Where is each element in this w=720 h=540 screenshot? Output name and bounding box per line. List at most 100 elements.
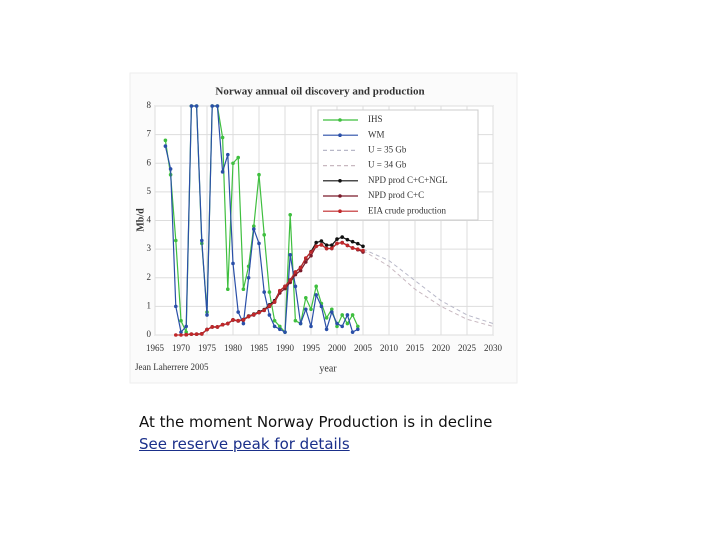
data-point bbox=[236, 310, 240, 314]
data-point bbox=[215, 325, 220, 329]
data-point bbox=[350, 239, 355, 244]
data-point bbox=[241, 318, 246, 322]
x-tick-label: 1965 bbox=[146, 343, 165, 353]
data-point bbox=[324, 243, 329, 247]
data-point bbox=[283, 330, 287, 334]
data-point bbox=[350, 313, 355, 317]
y-tick-label: 3 bbox=[147, 243, 152, 253]
data-point bbox=[210, 104, 214, 108]
data-point bbox=[340, 324, 345, 329]
y-tick-label: 6 bbox=[147, 157, 152, 167]
data-point bbox=[231, 161, 235, 166]
series-line bbox=[164, 105, 359, 334]
data-point bbox=[241, 321, 246, 326]
data-point bbox=[163, 138, 168, 143]
data-point bbox=[330, 307, 334, 312]
data-point bbox=[293, 270, 298, 274]
data-point bbox=[330, 243, 334, 247]
data-point bbox=[246, 275, 251, 280]
series-line bbox=[362, 250, 494, 327]
x-axis-label: year bbox=[319, 363, 337, 374]
legend-marker bbox=[338, 179, 342, 183]
data-point bbox=[262, 290, 267, 294]
data-point bbox=[252, 224, 256, 229]
x-tick-label: 1995 bbox=[302, 343, 321, 353]
data-point bbox=[340, 241, 345, 245]
y-tick-label: 2 bbox=[147, 272, 152, 282]
data-point bbox=[194, 332, 199, 336]
data-point bbox=[205, 327, 209, 332]
data-point bbox=[189, 332, 194, 336]
data-point bbox=[324, 246, 329, 251]
data-point bbox=[304, 260, 308, 264]
data-point bbox=[267, 304, 272, 308]
legend-label: IHS bbox=[368, 114, 383, 124]
x-tick-label: 2000 bbox=[328, 343, 347, 353]
x-tick-label: 1990 bbox=[276, 343, 295, 353]
x-tick-label: 2020 bbox=[432, 343, 451, 353]
legend-label: U = 35 Gb bbox=[368, 144, 407, 154]
data-point bbox=[319, 304, 324, 309]
data-point bbox=[272, 318, 277, 323]
data-point bbox=[184, 332, 188, 337]
data-point bbox=[215, 104, 220, 108]
data-point bbox=[236, 318, 240, 323]
data-point bbox=[278, 324, 282, 329]
legend-label: U = 34 Gb bbox=[368, 160, 407, 170]
data-point bbox=[189, 104, 194, 108]
x-tick-label: 2015 bbox=[406, 343, 425, 353]
credit: Jean Laherrere 2005 bbox=[135, 362, 209, 372]
y-tick-label: 4 bbox=[147, 215, 152, 225]
data-point bbox=[257, 310, 261, 315]
data-point bbox=[304, 256, 308, 260]
y-tick-label: 8 bbox=[147, 100, 152, 110]
data-point bbox=[174, 238, 178, 243]
data-point bbox=[335, 321, 339, 326]
data-point bbox=[278, 327, 282, 332]
data-point bbox=[252, 312, 256, 317]
caption: At the moment Norway Production is in de… bbox=[139, 413, 493, 431]
data-point bbox=[293, 284, 298, 289]
data-point bbox=[288, 212, 293, 217]
data-point bbox=[314, 293, 319, 297]
data-point bbox=[184, 330, 188, 334]
data-point bbox=[324, 327, 329, 332]
data-point bbox=[200, 332, 204, 336]
data-point bbox=[252, 227, 256, 231]
data-point bbox=[309, 324, 313, 329]
x-tick-label: 2010 bbox=[380, 343, 399, 353]
data-point bbox=[262, 308, 267, 312]
data-point bbox=[335, 241, 339, 246]
legend-label: NPD prod C+C+NGL bbox=[368, 175, 448, 185]
data-point bbox=[319, 239, 324, 243]
data-point bbox=[241, 287, 246, 292]
data-point bbox=[356, 327, 360, 332]
y-axis-label: Mb/d bbox=[135, 208, 146, 232]
y-tick-label: 0 bbox=[147, 329, 152, 339]
data-point bbox=[184, 324, 188, 329]
data-point bbox=[356, 241, 360, 246]
data-point bbox=[267, 290, 272, 294]
data-point bbox=[350, 330, 355, 334]
legend-label: EIA crude production bbox=[368, 205, 446, 215]
data-point bbox=[314, 240, 319, 245]
legend-marker bbox=[338, 209, 342, 213]
chart-title: Norway annual oil discovery and producti… bbox=[215, 86, 424, 98]
data-point bbox=[200, 238, 204, 243]
data-point bbox=[345, 313, 350, 317]
data-point bbox=[278, 288, 282, 293]
data-point bbox=[283, 284, 287, 289]
data-point bbox=[179, 330, 183, 334]
data-point bbox=[194, 104, 199, 108]
data-point bbox=[324, 316, 329, 320]
data-point bbox=[361, 248, 365, 253]
x-tick-label: 2030 bbox=[484, 343, 503, 353]
data-point bbox=[288, 253, 293, 257]
data-point bbox=[304, 307, 308, 312]
data-point bbox=[174, 333, 178, 337]
data-point bbox=[345, 321, 350, 326]
data-point bbox=[267, 313, 272, 317]
data-point bbox=[298, 321, 303, 326]
reserve-peak-link[interactable]: See reserve peak for details bbox=[139, 435, 350, 453]
